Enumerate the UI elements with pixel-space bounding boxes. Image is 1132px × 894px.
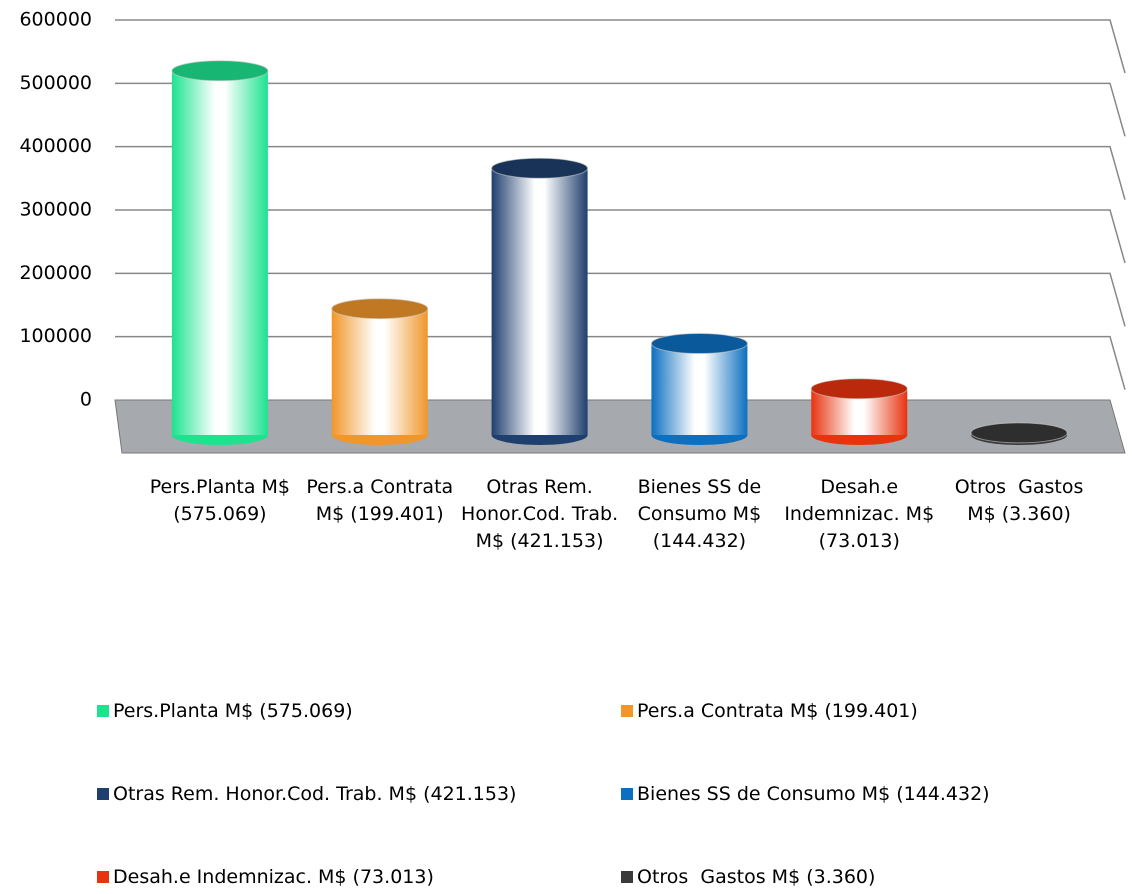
y-tick-label: 500000 [19, 72, 92, 94]
grid-line [115, 145, 1126, 200]
x-tick-label: Otros Gastos M$ (3.360) [954, 476, 1090, 525]
grid-line [115, 272, 1126, 327]
bar [331, 308, 428, 435]
legend-entry: Otras Rem. Honor.Cod. Trab. M$ (421.153) [97, 783, 516, 805]
x-tick-label: Otras Rem. Honor.Cod. Trab. M$ (421.153) [461, 476, 625, 552]
bar [491, 168, 588, 435]
legend-label: Bienes SS de Consumo M$ (144.432) [637, 783, 990, 805]
bar-top [491, 157, 589, 179]
legend-swatch [97, 788, 109, 800]
legend-label: Pers.Planta M$ (575.069) [113, 700, 353, 722]
y-tick-label: 0 [80, 389, 92, 411]
x-tick-label: Bienes SS de Consumo M$ (144.432) [637, 476, 768, 552]
legend-entry: Pers.a Contrata M$ (199.401) [621, 700, 918, 722]
bar [651, 343, 748, 435]
grid-line [115, 82, 1126, 137]
grid-line [115, 19, 1126, 74]
y-tick-label: 400000 [19, 135, 92, 157]
legend-label: Pers.a Contrata M$ (199.401) [637, 700, 918, 722]
bar-top [970, 422, 1068, 444]
y-tick-label: 600000 [19, 9, 92, 31]
bar-top [810, 378, 908, 400]
legend-swatch [621, 871, 633, 883]
x-tick-label: Pers.a Contrata M$ (199.401) [306, 476, 460, 525]
bar-top [650, 333, 748, 355]
grid-line [115, 335, 1126, 390]
x-tick-label: Pers.Planta M$ (575.069) [149, 476, 297, 525]
legend-swatch [97, 871, 109, 883]
legend-entry: Desah.e Indemnizac. M$ (73.013) [97, 866, 434, 888]
legend-swatch [621, 705, 633, 717]
legend-label: Otros Gastos M$ (3.360) [637, 866, 876, 888]
x-tick-label: Desah.e Indemnizac. M$ (73.013) [784, 476, 941, 552]
legend-swatch [97, 705, 109, 717]
bar-top [171, 60, 269, 82]
legend-entry: Otros Gastos M$ (3.360) [621, 866, 875, 888]
legend-entry: Bienes SS de Consumo M$ (144.432) [621, 783, 990, 805]
legend-swatch [621, 788, 633, 800]
bar-top [331, 298, 429, 320]
y-tick-label: 200000 [19, 262, 92, 284]
legend-entry: Pers.Planta M$ (575.069) [97, 700, 353, 722]
bar [171, 70, 268, 435]
legend-label: Desah.e Indemnizac. M$ (73.013) [113, 866, 434, 888]
grid-line [115, 209, 1126, 264]
y-tick-label: 100000 [19, 325, 92, 347]
y-tick-label: 300000 [19, 199, 92, 221]
legend-label: Otras Rem. Honor.Cod. Trab. M$ (421.153) [113, 783, 517, 805]
